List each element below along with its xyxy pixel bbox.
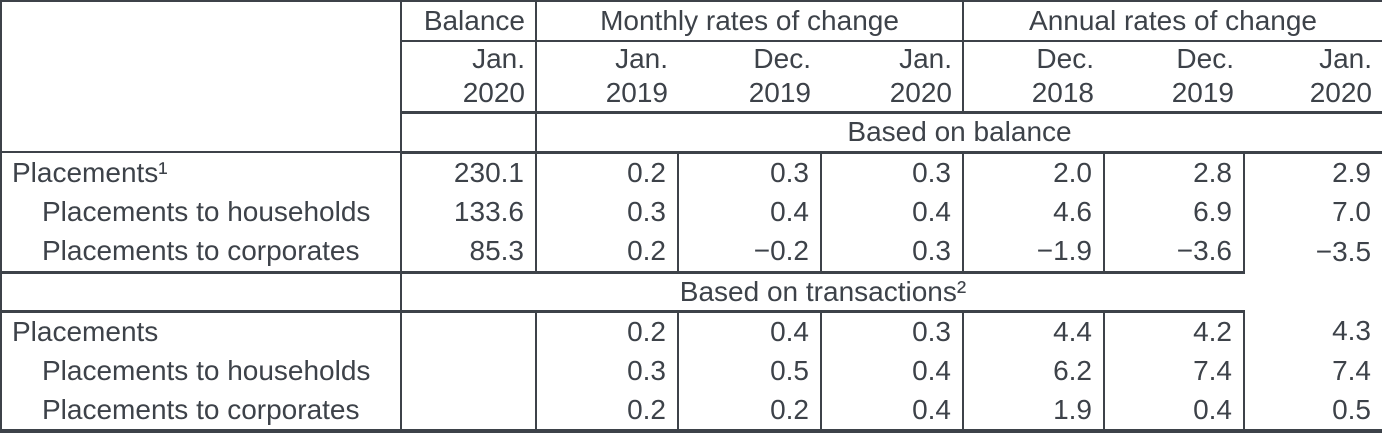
header-corner-cell bbox=[1, 1, 402, 153]
rate-value: 4.3 bbox=[1242, 311, 1382, 351]
balance-column-header: Balance bbox=[401, 1, 537, 42]
period-year: 2018 bbox=[1031, 77, 1094, 109]
annual-period-header-1: Dec. 2018 bbox=[963, 41, 1104, 114]
rate-value: 7.4 bbox=[1242, 351, 1382, 391]
rate-value: −3.5 bbox=[1242, 232, 1382, 272]
row-label: Placements bbox=[1, 311, 402, 351]
rate-value: 0.4 bbox=[820, 192, 963, 232]
section-title-row-transactions: Based on transactions² bbox=[1, 270, 1382, 313]
monthly-rates-group-header: Monthly rates of change bbox=[536, 1, 964, 42]
rate-value: 0.3 bbox=[820, 311, 963, 351]
balance-value: 85.3 bbox=[401, 232, 537, 272]
rate-value: 2.8 bbox=[1103, 152, 1244, 192]
period-month: Jan. bbox=[1319, 43, 1373, 75]
rate-value: 7.4 bbox=[1103, 351, 1244, 391]
balance-value bbox=[401, 391, 537, 431]
period-year: 2019 bbox=[1171, 77, 1234, 109]
rate-value: 0.5 bbox=[1242, 391, 1382, 431]
section-balance-empty-cell bbox=[1, 270, 402, 313]
rate-value: 0.5 bbox=[677, 351, 821, 391]
period-month: Dec. bbox=[1036, 43, 1094, 75]
rate-value: 2.9 bbox=[1242, 152, 1382, 192]
balance-value bbox=[401, 311, 537, 351]
rate-value: 4.2 bbox=[1103, 311, 1244, 351]
rate-value: −1.9 bbox=[962, 232, 1104, 272]
monthly-period-header-1: Jan. 2019 bbox=[536, 41, 678, 114]
row-label: Placements¹ bbox=[1, 152, 402, 192]
group-header-row: Balance Monthly rates of change Annual r… bbox=[1, 1, 1382, 153]
period-year: 2020 bbox=[462, 77, 525, 109]
rate-value: 6.9 bbox=[1103, 192, 1244, 232]
period-year: 2019 bbox=[605, 77, 668, 109]
period-header-row: Jan. 2020 Jan. 2019 Dec. 2019 Jan. 2020 … bbox=[1, 41, 1382, 114]
period-month: Jan. bbox=[472, 43, 525, 75]
balance-period-header: Jan. 2020 bbox=[401, 41, 537, 114]
table-row: Placements 0.2 0.4 0.3 4.4 4.2 4.3 bbox=[1, 311, 1382, 351]
rate-value: 0.4 bbox=[820, 391, 963, 431]
period-month: Jan. bbox=[615, 43, 668, 75]
table-row: Placements to corporates 85.3 0.2 −0.2 0… bbox=[1, 232, 1382, 272]
row-label: Placements to corporates bbox=[1, 232, 402, 272]
rate-value: 6.2 bbox=[962, 351, 1104, 391]
section-title-based-on-balance: Based on balance bbox=[536, 112, 1382, 154]
placements-rates-table: Balance Monthly rates of change Annual r… bbox=[0, 0, 1382, 433]
section-balance-empty-cell bbox=[401, 112, 537, 154]
monthly-period-header-3: Jan. 2020 bbox=[821, 41, 964, 114]
monthly-period-header-2: Dec. 2019 bbox=[678, 41, 821, 114]
annual-rates-group-header: Annual rates of change bbox=[963, 1, 1382, 42]
rate-value: 0.4 bbox=[677, 311, 821, 351]
rate-value: 0.3 bbox=[677, 152, 821, 192]
rate-value: 0.2 bbox=[677, 391, 821, 431]
table-row: Placements to corporates 0.2 0.2 0.4 1.9… bbox=[1, 391, 1382, 431]
rate-value: 0.2 bbox=[535, 311, 678, 351]
period-year: 2020 bbox=[889, 77, 952, 109]
table-row: Placements to households 133.6 0.3 0.4 0… bbox=[1, 192, 1382, 232]
balance-value bbox=[401, 351, 537, 391]
rate-value: 1.9 bbox=[962, 391, 1104, 431]
period-month: Dec. bbox=[753, 43, 811, 75]
rate-value: 0.3 bbox=[535, 192, 678, 232]
period-year: 2020 bbox=[1309, 77, 1373, 109]
rate-value: 0.4 bbox=[1103, 391, 1244, 431]
rate-value: 0.2 bbox=[535, 232, 678, 272]
table-row: Placements¹ 230.1 0.2 0.3 0.3 2.0 2.8 2.… bbox=[1, 152, 1382, 192]
rate-value: 0.4 bbox=[677, 192, 821, 232]
rate-value: 0.2 bbox=[535, 391, 678, 431]
rate-value: 2.0 bbox=[962, 152, 1104, 192]
row-label: Placements to corporates bbox=[1, 391, 402, 431]
rate-value: 0.2 bbox=[535, 152, 678, 192]
rate-value: 0.3 bbox=[820, 232, 963, 272]
table-row: Placements to households 0.3 0.5 0.4 6.2… bbox=[1, 351, 1382, 391]
rate-value: 7.0 bbox=[1242, 192, 1382, 232]
section-title-row-balance: Based on balance bbox=[1, 112, 1382, 154]
rate-value: 0.3 bbox=[535, 351, 678, 391]
balance-value: 230.1 bbox=[401, 152, 537, 192]
section-title-based-on-transactions: Based on transactions² bbox=[401, 270, 1244, 313]
period-month: Jan. bbox=[899, 43, 952, 75]
rate-value: 4.6 bbox=[962, 192, 1104, 232]
rate-value: −0.2 bbox=[677, 232, 821, 272]
rate-value: −3.6 bbox=[1103, 232, 1244, 272]
balance-value: 133.6 bbox=[401, 192, 537, 232]
row-label: Placements to households bbox=[1, 192, 402, 232]
rate-value: 4.4 bbox=[962, 311, 1104, 351]
rate-value: 0.4 bbox=[820, 351, 963, 391]
period-month: Dec. bbox=[1176, 43, 1234, 75]
row-label: Placements to households bbox=[1, 351, 402, 391]
rate-value: 0.3 bbox=[820, 152, 963, 192]
annual-period-header-3: Jan. 2020 bbox=[1244, 41, 1382, 114]
period-year: 2019 bbox=[748, 77, 811, 109]
annual-period-header-2: Dec. 2019 bbox=[1104, 41, 1244, 114]
